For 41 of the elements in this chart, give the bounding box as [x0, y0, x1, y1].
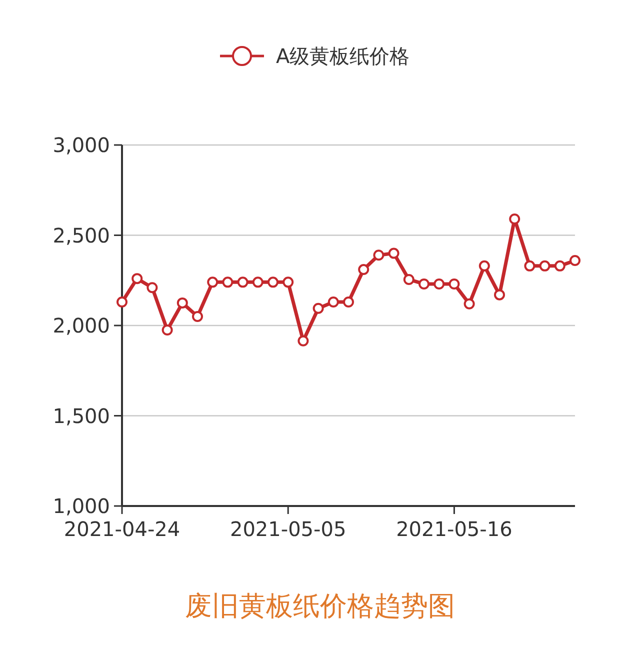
x-tick-label: 2021-05-16 [396, 517, 512, 541]
point [524, 260, 536, 272]
point [464, 298, 475, 310]
y-tick-label: 3,000 [52, 133, 110, 157]
point [494, 289, 505, 300]
point [192, 310, 203, 322]
point [268, 276, 278, 288]
point [570, 255, 580, 266]
point [478, 260, 490, 272]
point [162, 324, 173, 336]
x-tick-label: 2021-04-24 [64, 517, 180, 541]
point [282, 276, 294, 288]
point [343, 296, 354, 308]
point [434, 278, 445, 290]
point [176, 297, 188, 308]
point [373, 250, 384, 261]
point [403, 274, 414, 285]
point [237, 276, 248, 288]
x-tick-label: 2021-05-05 [230, 517, 346, 541]
legend-label: A级黄板纸价格 [276, 44, 410, 68]
y-tick-label: 1,000 [52, 494, 110, 518]
point [388, 248, 400, 259]
point [146, 282, 158, 294]
point [132, 273, 143, 284]
point [448, 278, 460, 290]
point [116, 296, 128, 308]
point [509, 214, 520, 225]
point [418, 278, 430, 290]
text: 废旧黄板纸价格趋势图 [185, 591, 455, 622]
point [539, 260, 550, 272]
y-tick-label: 2,500 [52, 223, 110, 248]
y-tick-label: 1,500 [52, 404, 110, 428]
y-tick-label: 2,000 [52, 314, 110, 338]
point [252, 276, 264, 288]
point [298, 335, 309, 346]
point [207, 276, 218, 288]
point [328, 296, 339, 308]
point [312, 302, 324, 314]
point [222, 276, 234, 288]
point [554, 260, 566, 272]
point [358, 264, 370, 276]
